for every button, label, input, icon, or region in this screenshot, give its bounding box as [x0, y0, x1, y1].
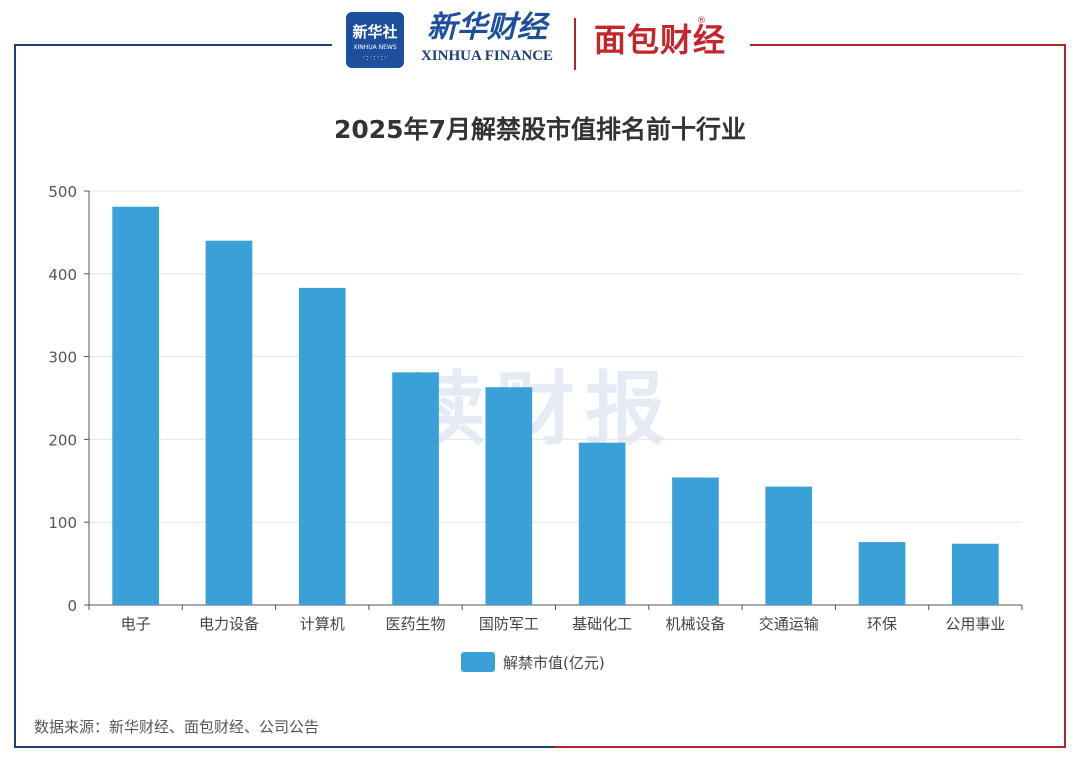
bar [298, 287, 346, 605]
bar [578, 442, 626, 605]
data-source-note: 数据来源：新华财经、面包财经、公司公告 [34, 718, 320, 736]
bar [205, 240, 253, 605]
frame-left-line [14, 44, 16, 748]
frame-top-left-line [14, 44, 332, 46]
bar [112, 206, 159, 605]
x-tick-label: 计算机 [300, 615, 345, 633]
bar [672, 477, 719, 605]
x-tick-label: 环保 [867, 615, 897, 633]
x-tick-label: 电子 [121, 615, 151, 633]
watermark: 读财报 [405, 363, 675, 456]
mianbao-finance-logo-cn: 面包财经 [594, 21, 727, 59]
xinhua-finance-logo: 新华财经 XINHUA FINANCE [414, 10, 560, 74]
bar [485, 387, 533, 605]
x-tick-label: 机械设备 [665, 615, 725, 633]
bar [765, 486, 813, 605]
globe-dots-icon: ·:·:·:· [362, 53, 388, 62]
x-tick-label: 医药生物 [386, 615, 446, 633]
xinhua-news-logo-en: XINHUA NEWS [353, 44, 397, 51]
x-tick-label: 电力设备 [199, 615, 259, 633]
legend-swatch [461, 652, 495, 672]
x-tick-label: 交通运输 [759, 615, 819, 633]
y-tick-label: 0 [67, 597, 77, 615]
y-tick-label: 100 [48, 514, 77, 532]
y-tick-label: 300 [48, 349, 77, 367]
logo-divider [574, 18, 576, 70]
frame-bottom-right-line [554, 746, 1066, 748]
frame-bottom-left-line [14, 746, 554, 748]
y-tick-label: 500 [48, 183, 77, 201]
x-tick-label: 基础化工 [572, 615, 632, 633]
xinhua-news-logo: 新华社 XINHUA NEWS ·:·:·:· [346, 12, 404, 68]
xinhua-finance-logo-en: XINHUA FINANCE [420, 48, 554, 64]
chart-title: 2025年7月解禁股市值排名前十行业 [334, 115, 746, 144]
registered-mark: ® [697, 16, 706, 26]
xinhua-finance-logo-cn: 新华财经 [427, 10, 547, 45]
xinhua-news-logo-cn: 新华社 [352, 23, 398, 41]
frame-top-right-line [750, 44, 1066, 46]
legend-label: 解禁市值(亿元) [503, 654, 605, 672]
y-tick-label: 400 [48, 266, 77, 284]
bar [952, 543, 999, 605]
bar [392, 372, 439, 605]
x-tick-label: 公用事业 [945, 615, 1005, 633]
x-tick-label: 国防军工 [479, 615, 539, 633]
bar [858, 542, 906, 605]
frame-right-line [1064, 44, 1066, 748]
y-tick-label: 200 [48, 431, 77, 449]
mianbao-finance-logo: 面包财经 ® [594, 16, 736, 66]
